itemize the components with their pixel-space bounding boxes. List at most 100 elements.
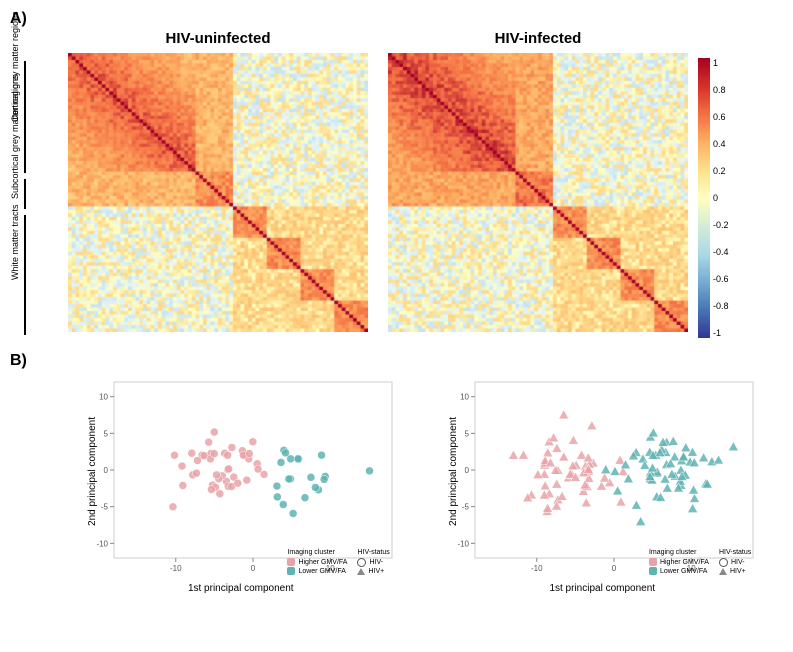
colorbar <box>698 58 710 338</box>
scatter-point <box>200 452 208 460</box>
scatter-point <box>294 455 302 463</box>
colorbar-tick: 0.2 <box>713 166 729 176</box>
panel-b-label: B) <box>10 352 783 370</box>
legend-cluster-title: Imaging cluster <box>287 548 347 557</box>
colorbar-ticks: 10.80.60.40.20-0.2-0.4-0.6-0.8-1 <box>713 58 729 338</box>
legend-marker-triangle <box>357 568 365 575</box>
scatter-point <box>210 428 218 436</box>
heatmap-right <box>388 53 688 332</box>
ytick-label: 10 <box>460 393 469 402</box>
heatmap-left-col: HIV-uninfected <box>68 30 368 332</box>
panel-a-label: A) <box>10 10 783 28</box>
scatter-point <box>254 465 262 473</box>
scatter-point <box>245 450 253 458</box>
ytick-label: -5 <box>462 503 470 512</box>
ytick-label: -10 <box>458 539 470 548</box>
colorbar-tick: 0.4 <box>713 139 729 149</box>
ytick-label: -5 <box>101 503 109 512</box>
legend-marker-circle-r <box>719 558 728 567</box>
scatter-point <box>224 465 232 473</box>
heatmap-left-title: HIV-uninfected <box>165 30 270 47</box>
legend-neg-label: HIV- <box>369 558 383 567</box>
legend-swatch-higher <box>287 558 295 566</box>
scatter-point <box>169 503 177 511</box>
scatter-point <box>320 475 328 483</box>
row-label-bar <box>24 179 26 209</box>
legend-lower-label-r: Lower GMV/FA <box>660 567 707 576</box>
legend-neg-label-r: HIV- <box>731 558 745 567</box>
scatter-point <box>277 458 285 466</box>
colorbar-tick: 1 <box>713 58 729 68</box>
scatter-point <box>273 482 281 490</box>
scatter-point <box>210 450 218 458</box>
heatmap-right-col: HIV-infected <box>388 30 688 332</box>
scatter-point <box>179 481 187 489</box>
scatter-left-xlabel: 1st principal component <box>86 583 396 594</box>
legend-higher-label: Higher GMV/FA <box>298 558 347 567</box>
legend-pos-label-r: HIV+ <box>730 567 746 576</box>
xtick-label: -10 <box>170 564 182 573</box>
legend-swatch-lower <box>287 567 295 575</box>
colorbar-tick: -1 <box>713 328 729 338</box>
scatter-point <box>234 479 242 487</box>
scatter-left-wrap: 2nd principal component -10010-10-50510 … <box>86 376 396 594</box>
xtick-label: 0 <box>251 564 256 573</box>
figure: A) Cortical grey matter regionsSubcortic… <box>10 10 783 594</box>
ytick-label: 10 <box>99 393 108 402</box>
colorbar-tick: -0.2 <box>713 220 729 230</box>
scatter-point <box>207 486 215 494</box>
legend-lower-label: Lower GMV/FA <box>298 567 345 576</box>
legend-cluster-title-r: Imaging cluster <box>649 548 709 557</box>
colorbar-tick: 0 <box>713 193 729 203</box>
scatter-point <box>192 469 200 477</box>
xtick-label: 0 <box>612 564 617 573</box>
row-label-text: Subcortical grey matter regions <box>10 189 20 199</box>
plot-area <box>114 382 392 558</box>
panel-a-content: Cortical grey matter regionsSubcortical … <box>10 30 783 338</box>
colorbar-tick: -0.8 <box>713 301 729 311</box>
scatter-point <box>228 443 236 451</box>
scatter-right: -10010-10-50510 <box>447 376 757 576</box>
ytick-label: 0 <box>103 466 108 475</box>
scatter-point <box>285 475 293 483</box>
scatter-point <box>279 501 287 509</box>
scatter-right-legend: Imaging cluster Higher GMV/FA Lower GMV/… <box>649 548 751 576</box>
xtick-label: -10 <box>531 564 543 573</box>
scatter-point <box>170 451 178 459</box>
scatter-point <box>273 493 281 501</box>
scatter-point <box>289 509 297 517</box>
scatter-point <box>178 462 186 470</box>
ytick-label: 0 <box>465 466 470 475</box>
legend-swatch-lower-r <box>649 567 657 575</box>
heatmap-row-group-labels: Cortical grey matter regionsSubcortical … <box>10 58 58 338</box>
colorbar-tick: -0.6 <box>713 274 729 284</box>
colorbar-tick: 0.8 <box>713 85 729 95</box>
colorbar-tick: 0.6 <box>713 112 729 122</box>
scatter-left-legend: Imaging cluster Higher GMV/FA Lower GMV/… <box>287 548 389 576</box>
row-label-group: White matter tracts <box>10 212 58 338</box>
scatter-point <box>243 476 251 484</box>
scatter-point <box>317 451 325 459</box>
row-label-bar <box>24 215 26 335</box>
scatter-point <box>212 471 220 479</box>
scatter-point <box>249 438 257 446</box>
panel-a: A) Cortical grey matter regionsSubcortic… <box>10 10 783 338</box>
panel-b-content: 2nd principal component -10010-10-50510 … <box>60 376 783 594</box>
scatter-point <box>223 451 231 459</box>
scatter-point <box>307 473 315 481</box>
legend-higher-label-r: Higher GMV/FA <box>660 558 709 567</box>
scatter-left: -10010-10-50510 <box>86 376 396 576</box>
legend-swatch-higher-r <box>649 558 657 566</box>
heatmap-left <box>68 53 368 332</box>
ytick-label: 5 <box>103 429 108 438</box>
panel-b: B) 2nd principal component -10 0 10 -10 -5 0 5… <box>10 352 783 594</box>
scatter-point <box>204 438 212 446</box>
ytick-label: -10 <box>96 539 108 548</box>
heatmap-right-title: HIV-infected <box>495 30 582 47</box>
scatter-point <box>365 467 373 475</box>
colorbar-wrap: 10.80.60.40.20-0.2-0.4-0.6-0.8-1 <box>698 58 729 338</box>
scatter-point <box>301 494 309 502</box>
scatter-right-wrap: 2nd principal component -10010-10-50510 … <box>447 376 757 594</box>
legend-marker-circle <box>357 558 366 567</box>
scatter-right-ylabel: 2nd principal component <box>448 417 459 526</box>
